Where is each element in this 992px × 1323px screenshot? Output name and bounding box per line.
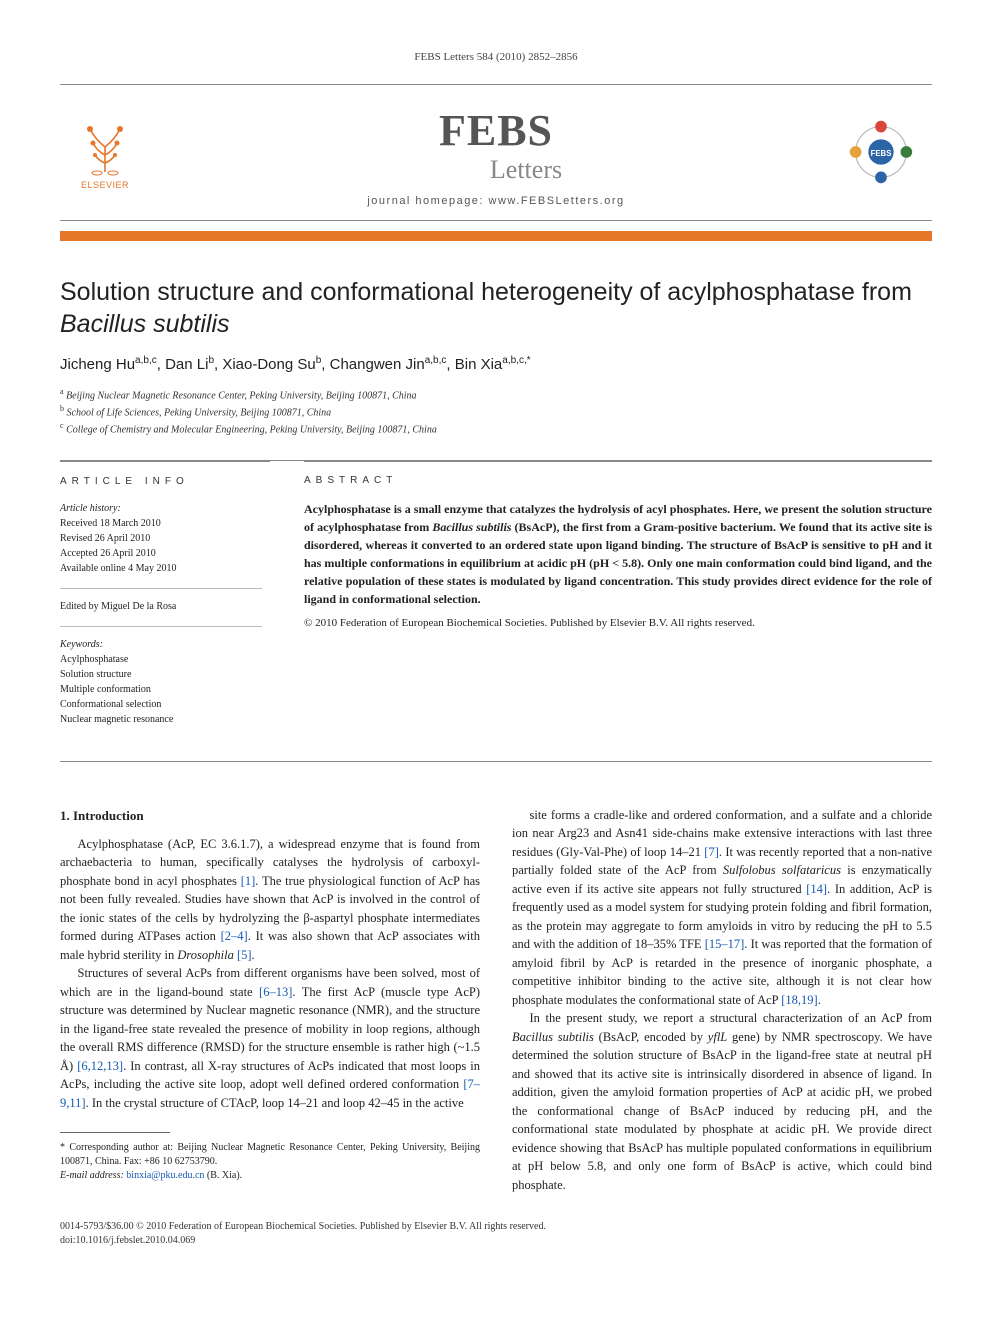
footnote-separator xyxy=(60,1132,170,1133)
affiliations: a Beijing Nuclear Magnetic Resonance Cen… xyxy=(60,386,932,438)
body-paragraph: In the present study, we report a struct… xyxy=(512,1009,932,1194)
keyword: Conformational selection xyxy=(60,697,262,712)
elsevier-text: ELSEVIER xyxy=(81,179,129,192)
body-paragraph: Acylphosphatase (AcP, EC 3.6.1.7), a wid… xyxy=(60,835,480,965)
accent-bar xyxy=(60,231,932,241)
edited-by: Edited by Miguel De la Rosa xyxy=(60,599,262,614)
keyword: Solution structure xyxy=(60,667,262,682)
keyword: Nuclear magnetic resonance xyxy=(60,712,262,727)
journal-header: ELSEVIER FEBS Letters journal homepage: … xyxy=(60,84,932,221)
abstract-column: ABSTRACT Acylphosphatase is a small enzy… xyxy=(304,461,932,761)
history-line: Available online 4 May 2010 xyxy=(60,561,262,576)
article-info-column: ARTICLE INFO Article history: Received 1… xyxy=(60,461,270,761)
article-title: Solution structure and conformational he… xyxy=(60,277,932,340)
abstract-heading: ABSTRACT xyxy=(304,474,932,489)
history-line: Received 18 March 2010 xyxy=(60,516,262,531)
keywords-label: Keywords: xyxy=(60,637,262,652)
febs-society-logo: FEBS xyxy=(842,113,932,197)
abstract-copyright: © 2010 Federation of European Biochemica… xyxy=(304,616,932,632)
history-line: Accepted 26 April 2010 xyxy=(60,546,262,561)
footer-copyright: 0014-5793/$36.00 © 2010 Federation of Eu… xyxy=(60,1220,932,1234)
article-info-heading: ARTICLE INFO xyxy=(60,474,262,489)
body-paragraph: site forms a cradle-like and ordered con… xyxy=(512,806,932,1010)
body-paragraph: Structures of several AcPs from differen… xyxy=(60,964,480,1112)
febs-circle-icon: FEBS xyxy=(842,113,920,191)
febs-letters-logo: FEBS Letters xyxy=(430,99,562,188)
footer-doi: doi:10.1016/j.febslet.2010.04.069 xyxy=(60,1234,932,1248)
svg-text:FEBS: FEBS xyxy=(871,149,892,158)
page-footer: 0014-5793/$36.00 © 2010 Federation of Eu… xyxy=(60,1220,932,1248)
history-line: Revised 26 April 2010 xyxy=(60,531,262,546)
author-list: Jicheng Hua,b,c, Dan Lib, Xiao-Dong Sub,… xyxy=(60,354,932,376)
affiliation-item: b School of Life Sciences, Peking Univer… xyxy=(60,403,932,420)
journal-homepage[interactable]: journal homepage: www.FEBSLetters.org xyxy=(150,194,842,210)
keyword: Acylphosphatase xyxy=(60,652,262,667)
email-link[interactable]: binxia@pku.edu.cn xyxy=(126,1170,204,1181)
section-heading: 1. Introduction xyxy=(60,806,480,825)
keyword: Multiple conformation xyxy=(60,682,262,697)
journal-name-main: FEBS xyxy=(439,106,553,155)
history-label: Article history: xyxy=(60,501,262,516)
article-body: 1. Introduction Acylphosphatase (AcP, EC… xyxy=(60,806,932,1195)
affiliation-item: a Beijing Nuclear Magnetic Resonance Cen… xyxy=(60,386,932,403)
abstract-text: Acylphosphatase is a small enzyme that c… xyxy=(304,500,932,608)
journal-name-sub: Letters xyxy=(490,151,562,189)
affiliation-item: c College of Chemistry and Molecular Eng… xyxy=(60,420,932,437)
elsevier-logo: ELSEVIER xyxy=(60,117,150,192)
elsevier-tree-icon xyxy=(75,117,135,177)
corresponding-author-footnote: * Corresponding author at: Beijing Nucle… xyxy=(60,1141,480,1183)
running-head: FEBS Letters 584 (2010) 2852–2856 xyxy=(60,50,932,66)
